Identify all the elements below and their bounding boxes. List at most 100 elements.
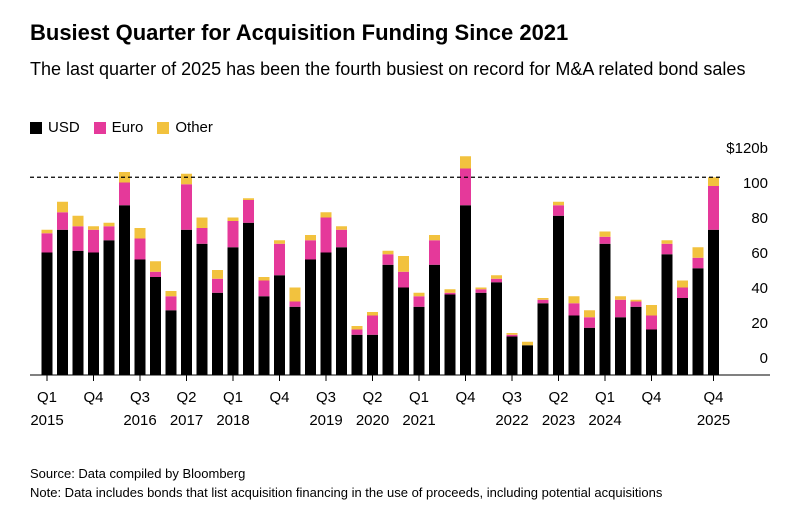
bar-segment [227, 247, 239, 375]
bar-segment [367, 315, 378, 335]
bar-segment [568, 303, 580, 316]
bar-segment [41, 233, 53, 253]
bar-segment [165, 310, 177, 375]
chart-title: Busiest Quarter for Acquisition Funding … [30, 20, 569, 45]
x-tick-year: 2021 [402, 412, 435, 429]
bar-segment [398, 256, 409, 272]
legend: USD Euro Other [30, 119, 213, 136]
bar-segment [522, 341, 533, 346]
bar-segment [103, 226, 115, 241]
bar-segment [274, 275, 285, 375]
chart-subtitle: The last quarter of 2025 has been the fo… [30, 59, 746, 79]
legend-label: Euro [111, 119, 144, 136]
y-tick-label: 20 [751, 315, 768, 332]
bar-segment [258, 296, 270, 375]
bar-segment [382, 250, 394, 255]
bar-segment [413, 306, 425, 375]
bar-segment [429, 240, 440, 265]
x-tick-label: Q4 [455, 389, 475, 406]
bar-segment [599, 236, 611, 244]
bar-segment [165, 291, 177, 297]
footnote: Note: Data includes bonds that list acqu… [30, 485, 663, 500]
x-tick-year: 2025 [697, 412, 730, 429]
bar-segment [134, 238, 146, 260]
bar-segment [506, 334, 518, 337]
legend-item: Euro [93, 119, 144, 136]
bar-segment [289, 301, 301, 307]
bar-segment [460, 168, 471, 206]
bar-segment [413, 296, 425, 307]
bar-segment [460, 205, 471, 375]
bar-segment [119, 205, 130, 375]
x-tick-year: 2018 [216, 412, 249, 429]
bar-segment [708, 177, 719, 186]
bar-segment [692, 247, 704, 258]
x-tick-label: Q4 [269, 389, 289, 406]
bar-segment [289, 306, 301, 375]
bar-segment [630, 306, 642, 375]
x-tick-label: Q2 [548, 389, 568, 406]
bar-segment [88, 252, 99, 375]
bar-segment [661, 240, 673, 244]
bar-segment [134, 259, 146, 375]
bar-segment [305, 259, 316, 375]
bar-segment [351, 334, 363, 375]
bar-segment [646, 329, 657, 375]
bar-segment [336, 247, 347, 375]
bar-segment [677, 280, 688, 288]
bar-segment [336, 229, 347, 248]
bar-segment [382, 254, 394, 265]
x-tick-label: Q3 [502, 389, 522, 406]
bar-segment [398, 271, 409, 288]
bar-segment [553, 201, 564, 206]
x-tick-year: 2016 [123, 412, 156, 429]
x-tick-label: Q4 [703, 389, 723, 406]
y-tick-label: 40 [751, 280, 768, 297]
bar-segment [429, 235, 440, 241]
legend-label: Other [175, 119, 213, 136]
bar-segment [320, 217, 332, 253]
bar-segment [708, 229, 719, 375]
bar-segment [398, 287, 409, 375]
bar-segment [553, 205, 564, 216]
bar-segment [599, 231, 611, 237]
bar-segment [88, 226, 99, 230]
x-tick-year: 2024 [588, 412, 621, 429]
bar-segment [243, 222, 254, 375]
x-tick-year: 2019 [309, 412, 342, 429]
bar-segment [289, 287, 301, 302]
bar-segment [599, 243, 611, 375]
bar-segment [181, 173, 192, 185]
x-tick-year: 2020 [356, 412, 389, 429]
bar-segment [150, 261, 161, 272]
bar-segment [150, 277, 161, 375]
x-tick-label: Q1 [223, 389, 243, 406]
bar-segment [274, 243, 285, 276]
y-tick-label: 0 [760, 350, 768, 367]
y-tick-label: $120b [726, 140, 768, 157]
bar-segment [258, 277, 270, 281]
x-tick-year: 2022 [495, 412, 528, 429]
bar-segment [41, 252, 53, 375]
bar-segment [444, 289, 456, 293]
bar-segment [103, 240, 115, 375]
bar-segment [119, 182, 130, 206]
bar-segment [630, 299, 642, 302]
bar-segment [165, 296, 177, 311]
bar-segment [196, 243, 208, 375]
bar-segment [72, 215, 84, 227]
bar-segment [491, 282, 502, 375]
x-tick-label: Q3 [130, 389, 150, 406]
bar-segment [475, 289, 487, 293]
bar-segment [88, 229, 99, 253]
bar-segment [72, 250, 84, 375]
bar-segment [351, 326, 363, 330]
bar-segment [506, 336, 518, 375]
bar-segment [351, 329, 363, 335]
bar-segment [630, 301, 642, 307]
bar-segment [661, 254, 673, 375]
bar-segment [460, 156, 471, 169]
x-tick-label: Q2 [176, 389, 196, 406]
bar-segment [646, 305, 657, 316]
bar-segment [103, 222, 115, 227]
